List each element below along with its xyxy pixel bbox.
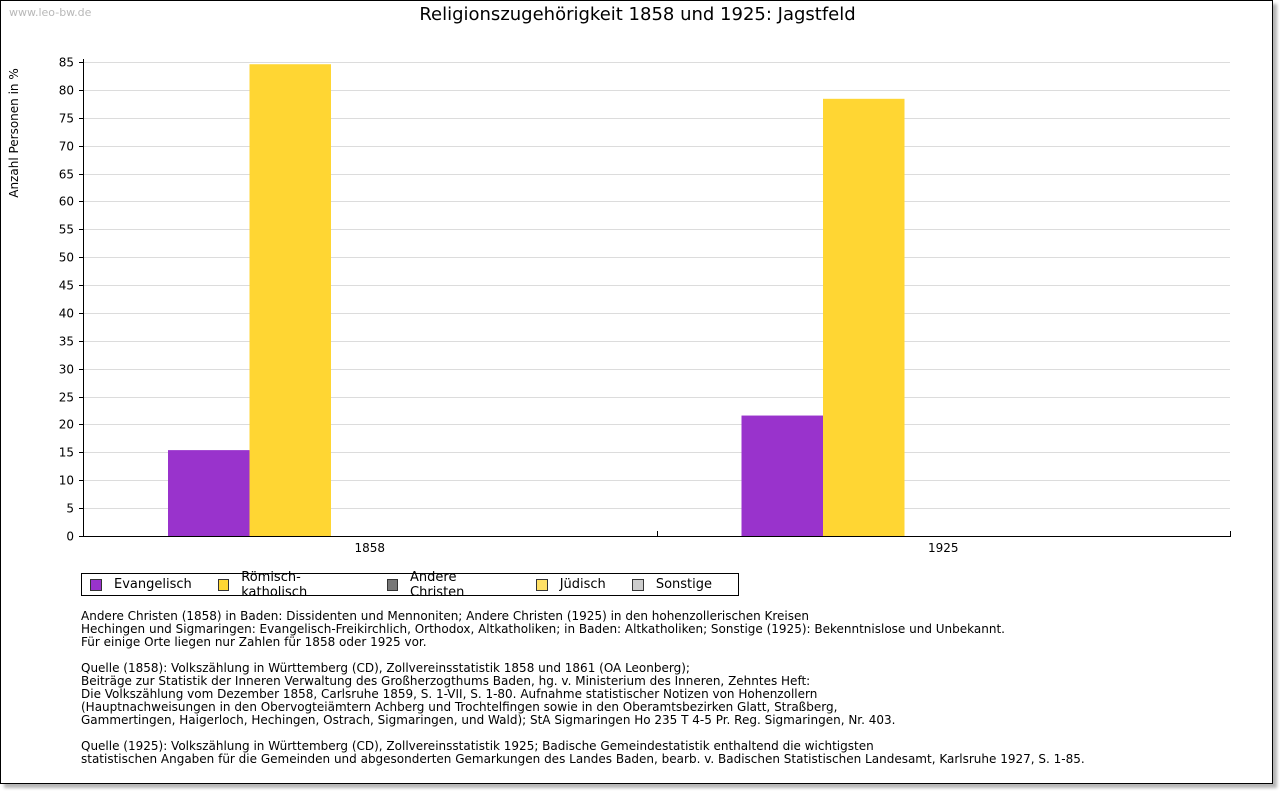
y-tick-label: 30 xyxy=(59,363,74,377)
note-line: Gammertingen, Haigerloch, Hechingen, Ost… xyxy=(81,713,896,727)
legend: Evangelisch Römisch-katholisch Andere Ch… xyxy=(81,570,739,600)
note-line: Die Volkszählung vom Dezember 1858, Carl… xyxy=(81,687,818,701)
notes-paragraph: Andere Christen (1858) in Baden: Disside… xyxy=(81,610,1085,649)
y-tick-label: 10 xyxy=(59,474,74,488)
legend-swatch xyxy=(386,578,399,591)
legend-item-evangelisch: Evangelisch xyxy=(90,577,192,592)
note-line: Quelle (1925): Volkszählung in Württembe… xyxy=(81,739,874,753)
bar xyxy=(168,450,250,536)
legend-swatch xyxy=(217,578,230,591)
y-tick-label: 5 xyxy=(66,502,74,516)
legend-label: Evangelisch xyxy=(114,577,192,592)
footnotes: Andere Christen (1858) in Baden: Disside… xyxy=(81,610,1085,779)
y-tick-label: 75 xyxy=(59,112,74,126)
legend-label: Jüdisch xyxy=(559,577,606,592)
y-tick-label: 60 xyxy=(59,195,74,209)
y-tick-label: 80 xyxy=(59,84,74,98)
legend-label: Sonstige xyxy=(655,577,712,592)
source-1925-paragraph: Quelle (1925): Volkszählung in Württembe… xyxy=(81,740,1085,766)
y-tick-label: 25 xyxy=(59,391,74,405)
legend-item-juedisch: Jüdisch xyxy=(535,577,606,592)
y-tick-label: 50 xyxy=(59,251,74,265)
legend-swatch xyxy=(631,578,644,591)
legend-swatch xyxy=(535,578,548,591)
x-tick-label: 1858 xyxy=(354,541,385,555)
y-tick-label: 70 xyxy=(59,140,74,154)
note-line: Quelle (1858): Volkszählung in Württembe… xyxy=(81,661,690,675)
note-line: statistischen Angaben für die Gemeinden … xyxy=(81,752,1085,766)
y-tick-label: 20 xyxy=(59,418,74,432)
source-1858-paragraph: Quelle (1858): Volkszählung in Württembe… xyxy=(81,662,1085,727)
note-line: Hechingen und Sigmaringen: Evangelisch-F… xyxy=(81,622,1005,636)
legend-item-roemisch-katholisch: Römisch-katholisch xyxy=(217,569,361,600)
x-tick-label: 1925 xyxy=(928,541,959,555)
watermark: www.leo-bw.de xyxy=(9,6,92,19)
legend-item-sonstige: Sonstige xyxy=(631,577,712,592)
y-tick-label: 40 xyxy=(59,307,74,321)
bar xyxy=(823,98,905,537)
note-line: Beiträge zur Statistik der Inneren Verwa… xyxy=(81,674,811,688)
legend-label: Römisch-katholisch xyxy=(241,569,308,600)
y-tick-label: 55 xyxy=(59,223,74,237)
note-line: Andere Christen (1858) in Baden: Disside… xyxy=(81,609,809,623)
y-tick-label: 65 xyxy=(59,168,74,182)
y-tick-label: 35 xyxy=(59,335,74,349)
y-tick-label: 15 xyxy=(59,446,74,460)
note-line: Für einige Orte liegen nur Zahlen für 18… xyxy=(81,635,427,649)
bar xyxy=(741,415,823,536)
legend-swatch xyxy=(90,578,102,591)
bar-chart: 0 5 10 15 20 25 30 35 40 45 50 55 60 65 70 75 80 85 1858 19… xyxy=(59,56,1231,555)
chart-title: Religionszugehörigkeit 1858 und 1925: Ja… xyxy=(419,4,856,25)
legend-label: Andere Christen xyxy=(410,569,465,600)
y-tick-label: 45 xyxy=(59,279,74,293)
y-tick-label: 0 xyxy=(66,530,74,544)
y-tick-label: 85 xyxy=(59,56,74,70)
note-line: (Hauptnachweisungen in den Obervogteiämt… xyxy=(81,700,838,714)
bar xyxy=(249,64,331,536)
legend-item-andere-christen: Andere Christen xyxy=(386,569,510,600)
